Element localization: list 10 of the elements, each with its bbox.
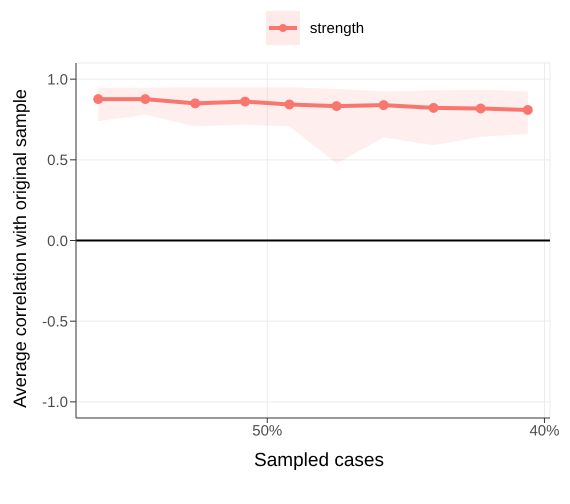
y-tick-label: 0.0 [47, 232, 68, 250]
x-tick-label: 50% [252, 422, 282, 440]
y-tick-label: 0.5 [47, 152, 68, 170]
x-tick-label: 40% [529, 422, 560, 440]
y-tick-label: -1.0 [42, 394, 68, 412]
y-tick-label: 1.0 [47, 71, 68, 88]
y-tick-label: -0.5 [42, 314, 68, 331]
y-axis-title: Average correlation with original sample [10, 88, 30, 408]
legend-label: strength [310, 20, 364, 36]
x-axis-title: Sampled cases [253, 450, 385, 472]
